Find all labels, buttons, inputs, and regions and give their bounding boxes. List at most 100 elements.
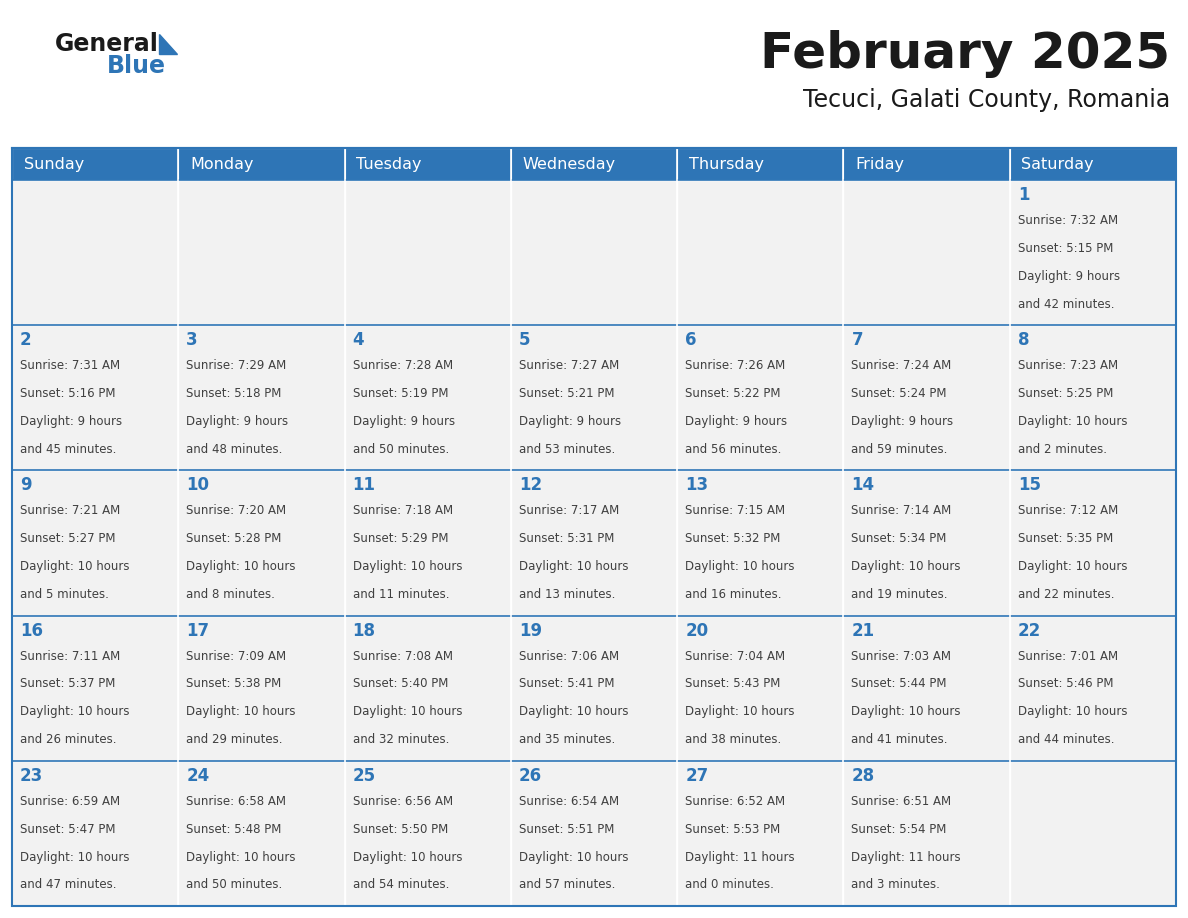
Text: Sunset: 5:32 PM: Sunset: 5:32 PM	[685, 532, 781, 545]
Text: Daylight: 10 hours: Daylight: 10 hours	[1018, 705, 1127, 719]
Text: Sunrise: 7:17 AM: Sunrise: 7:17 AM	[519, 504, 619, 518]
Text: and 41 minutes.: and 41 minutes.	[852, 733, 948, 746]
Bar	[1010, 616, 1176, 761]
Text: Sunset: 5:44 PM: Sunset: 5:44 PM	[852, 677, 947, 690]
Bar	[677, 180, 843, 325]
Bar	[12, 148, 1176, 906]
Text: and 47 minutes.: and 47 minutes.	[20, 879, 116, 891]
Text: 19: 19	[519, 621, 542, 640]
Text: and 16 minutes.: and 16 minutes.	[685, 588, 782, 601]
Text: Daylight: 10 hours: Daylight: 10 hours	[187, 705, 296, 719]
Text: and 26 minutes.: and 26 minutes.	[20, 733, 116, 746]
Text: Sunrise: 7:04 AM: Sunrise: 7:04 AM	[685, 650, 785, 663]
Text: and 13 minutes.: and 13 minutes.	[519, 588, 615, 601]
Text: Sunrise: 7:29 AM: Sunrise: 7:29 AM	[187, 359, 286, 372]
Bar	[1010, 325, 1176, 470]
Text: 25: 25	[353, 767, 375, 785]
Text: and 32 minutes.: and 32 minutes.	[353, 733, 449, 746]
Text: Daylight: 10 hours: Daylight: 10 hours	[353, 705, 462, 719]
Bar	[12, 616, 178, 761]
Text: 26: 26	[519, 767, 542, 785]
Text: Saturday: Saturday	[1022, 156, 1094, 172]
Text: Sunrise: 7:01 AM: Sunrise: 7:01 AM	[1018, 650, 1118, 663]
Bar	[12, 325, 178, 470]
Text: and 57 minutes.: and 57 minutes.	[519, 879, 615, 891]
Text: Sunset: 5:31 PM: Sunset: 5:31 PM	[519, 532, 614, 545]
Bar	[511, 616, 677, 761]
Text: Sunrise: 7:28 AM: Sunrise: 7:28 AM	[353, 359, 453, 372]
Text: Sunrise: 7:06 AM: Sunrise: 7:06 AM	[519, 650, 619, 663]
Text: Sunrise: 7:23 AM: Sunrise: 7:23 AM	[1018, 359, 1118, 372]
Text: and 50 minutes.: and 50 minutes.	[187, 879, 283, 891]
Bar	[1010, 761, 1176, 906]
Text: Sunrise: 6:51 AM: Sunrise: 6:51 AM	[852, 795, 952, 808]
Text: Sunrise: 7:03 AM: Sunrise: 7:03 AM	[852, 650, 952, 663]
Text: Sunset: 5:16 PM: Sunset: 5:16 PM	[20, 387, 115, 400]
Text: Sunset: 5:54 PM: Sunset: 5:54 PM	[852, 823, 947, 835]
Text: Sunrise: 7:24 AM: Sunrise: 7:24 AM	[852, 359, 952, 372]
Bar	[1010, 470, 1176, 616]
Text: Sunset: 5:48 PM: Sunset: 5:48 PM	[187, 823, 282, 835]
Bar	[1010, 180, 1176, 325]
Polygon shape	[159, 34, 177, 54]
Bar	[12, 180, 178, 325]
Text: 15: 15	[1018, 476, 1041, 495]
Text: and 22 minutes.: and 22 minutes.	[1018, 588, 1114, 601]
Text: Sunrise: 6:58 AM: Sunrise: 6:58 AM	[187, 795, 286, 808]
Text: Thursday: Thursday	[689, 156, 764, 172]
Text: Sunday: Sunday	[24, 156, 84, 172]
Text: Sunset: 5:43 PM: Sunset: 5:43 PM	[685, 677, 781, 690]
Text: and 44 minutes.: and 44 minutes.	[1018, 733, 1114, 746]
Bar	[677, 761, 843, 906]
Text: Sunset: 5:37 PM: Sunset: 5:37 PM	[20, 677, 115, 690]
Text: 28: 28	[852, 767, 874, 785]
Text: and 35 minutes.: and 35 minutes.	[519, 733, 615, 746]
Bar	[345, 761, 511, 906]
Bar	[511, 180, 677, 325]
Text: Daylight: 10 hours: Daylight: 10 hours	[852, 705, 961, 719]
Text: Daylight: 10 hours: Daylight: 10 hours	[519, 560, 628, 573]
Text: February 2025: February 2025	[760, 30, 1170, 78]
Text: Tecuci, Galati County, Romania: Tecuci, Galati County, Romania	[803, 88, 1170, 112]
Text: Sunset: 5:18 PM: Sunset: 5:18 PM	[187, 387, 282, 400]
Text: 22: 22	[1018, 621, 1041, 640]
Bar	[12, 470, 178, 616]
Text: Sunrise: 7:12 AM: Sunrise: 7:12 AM	[1018, 504, 1118, 518]
Bar	[12, 148, 178, 180]
Bar	[843, 616, 1010, 761]
Text: Sunset: 5:15 PM: Sunset: 5:15 PM	[1018, 241, 1113, 255]
Text: and 2 minutes.: and 2 minutes.	[1018, 442, 1107, 456]
Text: 11: 11	[353, 476, 375, 495]
Text: 16: 16	[20, 621, 43, 640]
Text: and 11 minutes.: and 11 minutes.	[353, 588, 449, 601]
Text: Sunset: 5:51 PM: Sunset: 5:51 PM	[519, 823, 614, 835]
Text: Sunrise: 7:15 AM: Sunrise: 7:15 AM	[685, 504, 785, 518]
Text: Sunrise: 6:59 AM: Sunrise: 6:59 AM	[20, 795, 120, 808]
Bar	[511, 761, 677, 906]
Text: Sunset: 5:21 PM: Sunset: 5:21 PM	[519, 387, 614, 400]
Text: Sunrise: 7:09 AM: Sunrise: 7:09 AM	[187, 650, 286, 663]
Text: Daylight: 10 hours: Daylight: 10 hours	[852, 560, 961, 573]
Bar	[511, 325, 677, 470]
Text: Sunset: 5:40 PM: Sunset: 5:40 PM	[353, 677, 448, 690]
Text: Sunset: 5:47 PM: Sunset: 5:47 PM	[20, 823, 115, 835]
Text: and 8 minutes.: and 8 minutes.	[187, 588, 276, 601]
Text: and 48 minutes.: and 48 minutes.	[187, 442, 283, 456]
Text: Sunset: 5:27 PM: Sunset: 5:27 PM	[20, 532, 115, 545]
Text: Daylight: 9 hours: Daylight: 9 hours	[685, 415, 788, 428]
Text: Daylight: 10 hours: Daylight: 10 hours	[1018, 415, 1127, 428]
Text: Tuesday: Tuesday	[356, 156, 422, 172]
Text: Daylight: 10 hours: Daylight: 10 hours	[187, 560, 296, 573]
Bar	[843, 180, 1010, 325]
Text: Daylight: 10 hours: Daylight: 10 hours	[685, 705, 795, 719]
Text: 2: 2	[20, 331, 32, 349]
Text: 6: 6	[685, 331, 696, 349]
Text: Daylight: 9 hours: Daylight: 9 hours	[1018, 270, 1120, 283]
Bar	[843, 148, 1010, 180]
Text: Sunrise: 7:18 AM: Sunrise: 7:18 AM	[353, 504, 453, 518]
Bar	[345, 616, 511, 761]
Bar	[12, 761, 178, 906]
Text: 3: 3	[187, 331, 198, 349]
Text: 14: 14	[852, 476, 874, 495]
Text: Sunrise: 7:32 AM: Sunrise: 7:32 AM	[1018, 214, 1118, 227]
